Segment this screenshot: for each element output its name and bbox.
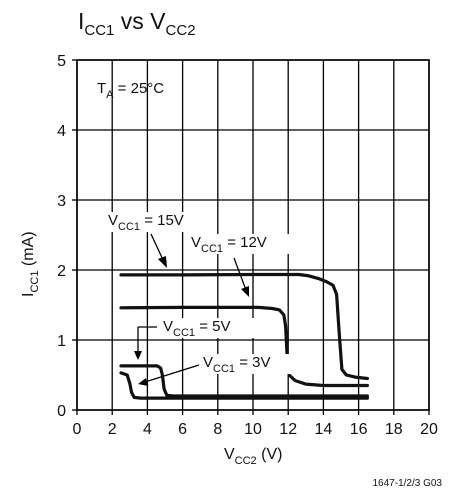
- series-label-5v: VCC1 = 5V: [163, 318, 230, 339]
- y-tick-label: 0: [57, 403, 66, 420]
- label-bg: [157, 318, 257, 338]
- annotation-15v: VCC1 = 15V: [104, 212, 206, 233]
- y-axis-label: ICC1 (mA): [20, 231, 41, 297]
- figure-code: 1647-1/2/3 G03: [373, 478, 443, 489]
- y-axis-label-sub: CC1: [29, 271, 41, 293]
- series-label-12v-main: V: [191, 234, 201, 251]
- label-bg: [186, 234, 290, 254]
- x-axis-label-main: V: [224, 446, 235, 463]
- series-line-5v: [119, 364, 369, 398]
- series-label-15v: VCC1 = 15V: [108, 212, 184, 233]
- series: [119, 272, 369, 400]
- series-label-12v: VCC1 = 12V: [191, 234, 267, 255]
- y-axis-label-main: I: [20, 293, 37, 297]
- y-tick-label: 3: [57, 193, 66, 210]
- series-label-12v-rest: = 12V: [223, 234, 267, 251]
- y-tick-label: 2: [57, 263, 66, 280]
- chart-title-main: I: [78, 8, 84, 34]
- annotation-5v: VCC1 = 5V: [157, 318, 257, 339]
- arrow-3v-line: [144, 364, 200, 383]
- x-tick-label: 4: [143, 421, 152, 438]
- condition-rest: = 25°C: [114, 80, 165, 97]
- arrow-3v-head: [138, 378, 148, 386]
- series-label-15v-main: V: [108, 212, 118, 229]
- series-label-3v-rest: = 3V: [235, 354, 270, 371]
- series-label-3v-sub: CC1: [213, 363, 235, 375]
- x-tick-label: 10: [244, 421, 262, 438]
- arrow-12v-line: [233, 257, 247, 291]
- series-label-5v-main: V: [163, 318, 173, 335]
- x-tick-label: 20: [420, 421, 438, 438]
- label-bg: [104, 212, 206, 232]
- arrow-15v-line: [150, 233, 165, 263]
- series-label-5v-sub: CC1: [173, 327, 195, 339]
- condition-main: T: [97, 80, 106, 97]
- x-axis-label: VCC2 (V): [224, 446, 282, 467]
- x-tick-label: 14: [315, 421, 333, 438]
- x-tick-label: 8: [213, 421, 222, 438]
- y-axis-label-rest: (mA): [20, 231, 37, 270]
- chart-title: ICC1 vs VCC2: [78, 8, 196, 39]
- x-tick-label: 2: [108, 421, 117, 438]
- annotation-arrows: [134, 233, 249, 386]
- y-tick-label: 1: [57, 333, 66, 350]
- x-tick-label: 6: [178, 421, 187, 438]
- series-label-5v-rest: = 5V: [195, 318, 230, 335]
- annotation-12v: VCC1 = 12V: [186, 234, 290, 255]
- condition-label: TA = 25°C: [97, 80, 164, 101]
- series-line-12v: [119, 305, 369, 388]
- series-line-3v: [119, 371, 369, 400]
- series-line-15v: [119, 272, 369, 381]
- x-tick-label: 12: [279, 421, 297, 438]
- y-tick-label: 4: [57, 123, 66, 140]
- chart-title-main-sub: CC1: [84, 22, 114, 39]
- series-label-3v-main: V: [203, 354, 213, 371]
- series-label-3v: VCC1 = 3V: [203, 354, 270, 375]
- x-axis-label-rest: (V): [257, 446, 283, 463]
- x-tick-label: 18: [385, 421, 403, 438]
- arrow-12v-head: [241, 286, 249, 297]
- arrow-5v-head: [134, 351, 142, 360]
- series-label-15v-rest: = 15V: [140, 212, 184, 229]
- arrow-15v-head: [158, 256, 167, 268]
- y-tick-label: 5: [57, 53, 66, 70]
- label-bg: [199, 354, 291, 374]
- x-tick-label: 0: [73, 421, 82, 438]
- chart-title-mid: vs V: [114, 8, 166, 34]
- x-axis-label-sub: CC2: [235, 455, 257, 467]
- annotation-3v: VCC1 = 3V: [199, 354, 291, 375]
- series-label-12v-sub: CC1: [201, 243, 223, 255]
- x-tick-label: 16: [350, 421, 368, 438]
- chart-title-mid-sub: CC2: [166, 22, 196, 39]
- series-label-15v-sub: CC1: [118, 221, 140, 233]
- condition-sub: A: [106, 89, 114, 101]
